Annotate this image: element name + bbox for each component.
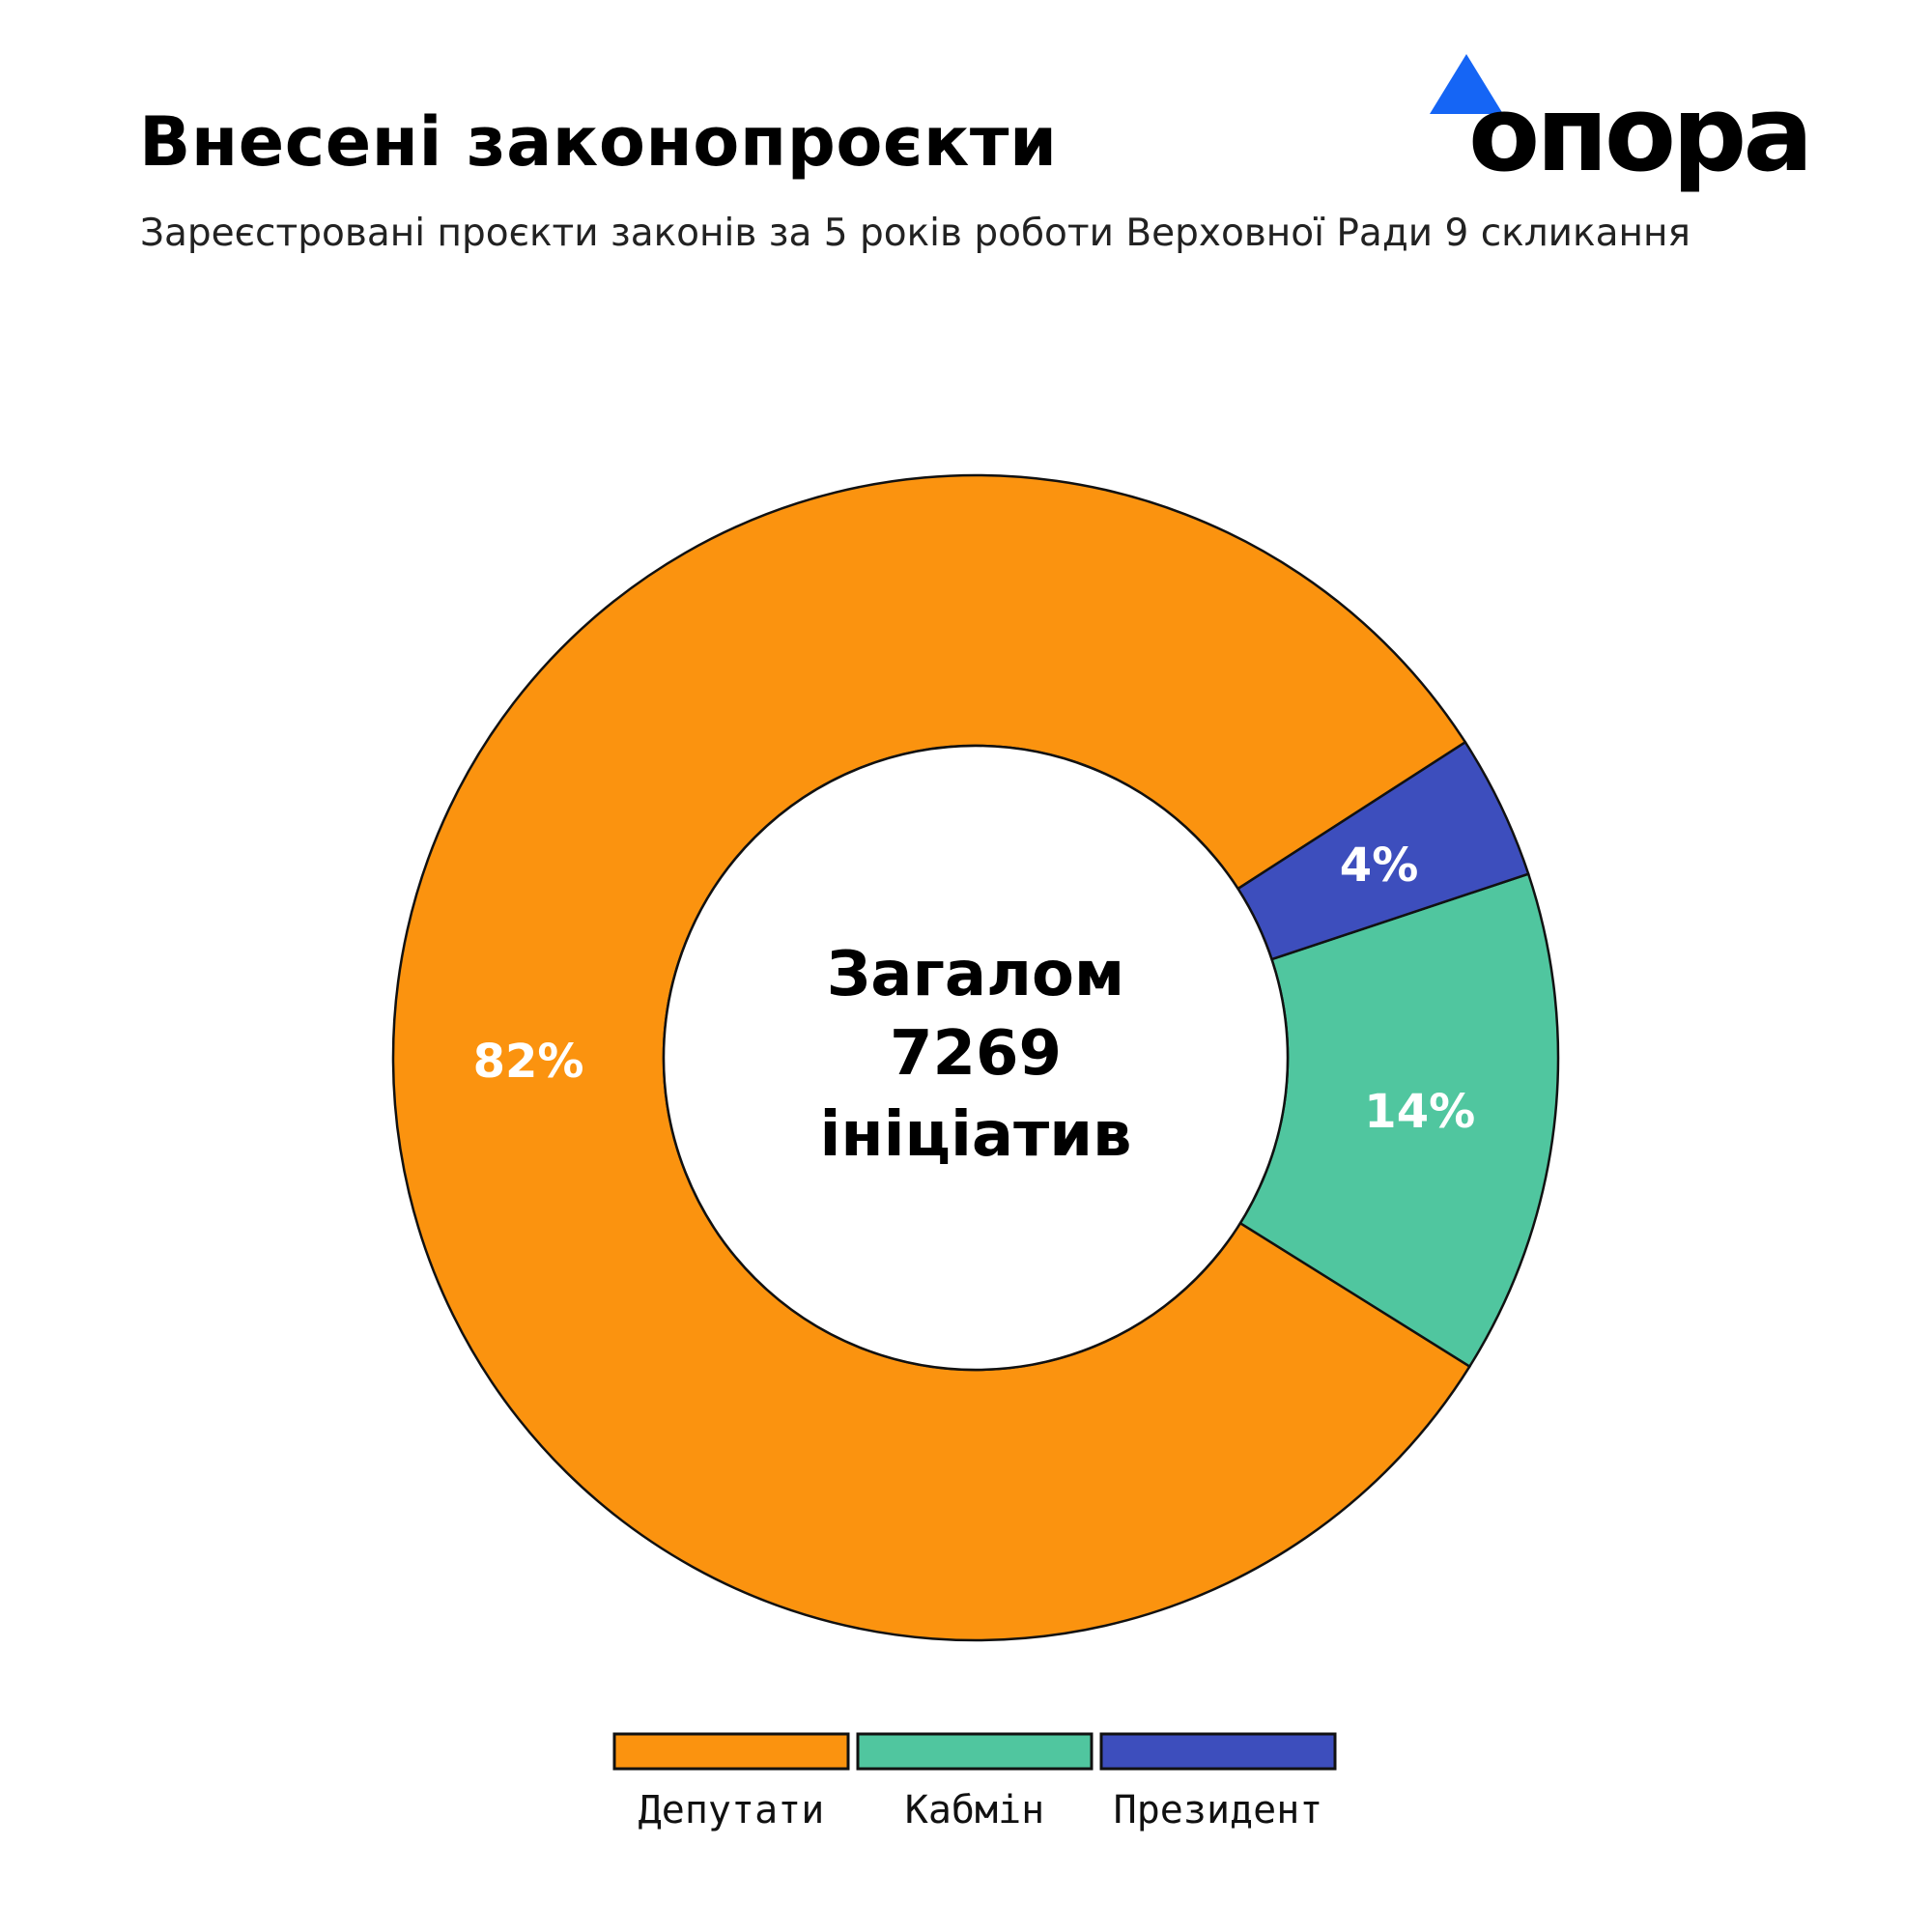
data-label-deputies: 82% — [473, 1035, 584, 1089]
data-label-cabinet: 14% — [1364, 1085, 1475, 1139]
legend-label-3: Президент — [1114, 1788, 1323, 1833]
center-text-line-1: Загалом — [827, 939, 1124, 1010]
data-label-president: 4% — [1340, 838, 1419, 893]
legend-swatch-1 — [612, 1732, 850, 1771]
legend-swatch-2 — [856, 1732, 1094, 1771]
logo-triangle-icon — [1430, 54, 1503, 114]
donut-hole — [662, 744, 1290, 1372]
chart-legend: Депутати Кабмін Президент — [612, 1732, 1337, 1833]
opora-logo: опора — [1430, 54, 1806, 195]
legend-swatch-3 — [1099, 1732, 1337, 1771]
legend-label-2: Кабмін — [905, 1788, 1045, 1833]
center-text: Загалом 7269 ініціатив — [819, 939, 1131, 1171]
chart-subtitle: Зареєстровані проєкти законів за 5 років… — [140, 212, 1690, 255]
center-text-line-2: 7269 — [890, 1018, 1062, 1090]
logo-wordmark: опора — [1468, 74, 1806, 195]
legend-label-1: Депутати — [639, 1788, 825, 1833]
chart-data-labels: 82% 14% 4% — [473, 838, 1476, 1139]
center-text-line-3: ініціатив — [819, 1099, 1131, 1171]
chart-title: Внесені законопроєкти — [139, 102, 1058, 182]
chart-slices — [391, 473, 1560, 1642]
